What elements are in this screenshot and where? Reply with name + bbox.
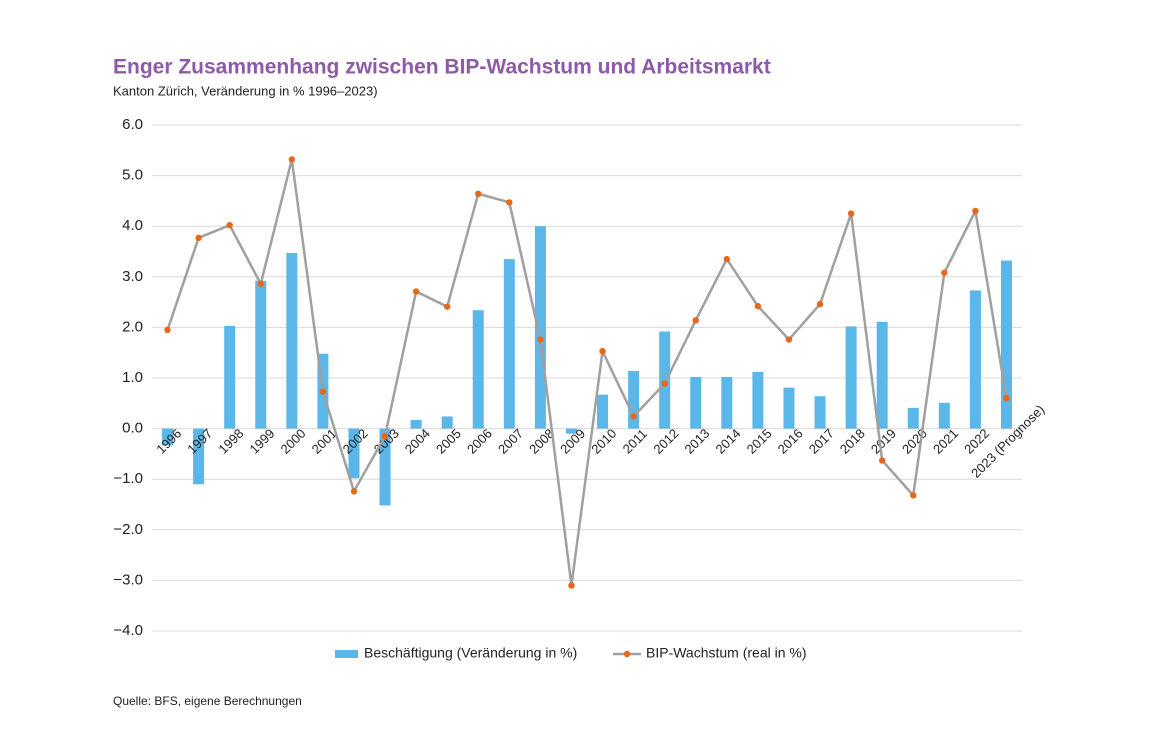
x-tick-label: 2009	[557, 426, 588, 457]
bar	[503, 259, 515, 429]
bar	[721, 376, 733, 429]
legend-label: BIP-Wachstum (real in %)	[646, 645, 807, 661]
marker	[537, 336, 544, 343]
x-tick-label: 2013	[681, 426, 712, 457]
x-tick-label: 2004	[402, 426, 433, 457]
marker	[754, 302, 762, 310]
bar	[379, 428, 391, 506]
x-tick-label: 2005	[433, 426, 464, 457]
y-tick-label: 4.0	[122, 217, 143, 234]
marker	[785, 336, 793, 343]
marker	[350, 488, 358, 495]
x-tick-label: 2011	[620, 426, 650, 456]
y-tick-label: 1.0	[122, 369, 143, 386]
bar	[441, 416, 453, 429]
bar	[410, 419, 422, 429]
marker	[878, 457, 886, 464]
x-tick-label: 2016	[775, 426, 806, 457]
x-tick-label: 2007	[495, 426, 526, 457]
marker	[941, 269, 948, 276]
y-tick-label: 6.0	[122, 116, 143, 133]
marker	[599, 347, 606, 355]
marker	[910, 492, 917, 499]
marker	[288, 156, 296, 163]
y-tick-label: −3.0	[113, 571, 143, 588]
bar	[907, 407, 919, 429]
bar	[597, 394, 609, 429]
marker	[723, 255, 731, 263]
bar	[938, 402, 950, 429]
y-tick-label: 5.0	[122, 167, 143, 184]
bar	[814, 396, 826, 429]
x-tick-label: 2000	[278, 426, 309, 457]
y-tick-label: 3.0	[122, 268, 143, 285]
y-tick-label: 0.0	[122, 420, 143, 437]
marker	[506, 199, 513, 206]
x-tick-label: 2014	[713, 426, 744, 457]
y-tick-label: −2.0	[113, 521, 143, 538]
x-tick-label: 2012	[650, 426, 681, 457]
x-tick-label: 2020	[899, 426, 930, 457]
marker	[661, 380, 668, 387]
bar	[162, 428, 174, 446]
bar	[348, 428, 360, 479]
source-note: Quelle: BFS, eigene Berechnungen	[113, 694, 302, 708]
bar	[752, 371, 764, 429]
y-tick-label: 2.0	[122, 318, 143, 335]
marker	[164, 326, 171, 334]
marker	[568, 582, 575, 589]
marker	[226, 221, 233, 229]
legend-swatch	[623, 650, 631, 658]
bar	[690, 376, 702, 429]
x-tick-label: 2021	[930, 426, 961, 457]
chart-title: Enger Zusammenhang zwischen BIP-Wachstum…	[113, 56, 771, 79]
y-tick-label: −1.0	[113, 470, 143, 487]
x-tick-label: 2015	[744, 426, 775, 457]
legend-label: Beschäftigung (Veränderung in %)	[364, 645, 577, 661]
bar	[255, 280, 267, 429]
bar	[659, 331, 671, 429]
bar	[565, 428, 577, 434]
bar	[969, 290, 981, 429]
marker	[847, 210, 855, 217]
marker	[195, 234, 202, 242]
bar	[876, 321, 888, 429]
x-tick-label: 1999	[246, 426, 277, 457]
x-tick-label: 2006	[464, 426, 495, 457]
marker	[692, 317, 699, 324]
marker	[475, 190, 482, 198]
x-tick-label: 1996	[153, 426, 184, 457]
marker	[972, 207, 979, 215]
bar	[472, 310, 484, 429]
marker	[443, 303, 451, 310]
bar	[224, 325, 236, 429]
marker	[630, 413, 637, 420]
y-tick-label: −4.0	[113, 622, 143, 639]
marker	[381, 432, 389, 440]
x-tick-label: 1998	[215, 426, 246, 457]
bar	[193, 428, 205, 485]
x-tick-label: 2018	[837, 426, 868, 457]
x-tick-label: 2019	[868, 426, 899, 457]
bar	[534, 226, 546, 429]
marker	[257, 280, 264, 288]
x-tick-label: 2017	[806, 426, 837, 457]
marker	[412, 288, 420, 295]
bar	[286, 253, 298, 429]
marker	[319, 388, 327, 395]
line	[166, 159, 1008, 586]
bar	[783, 387, 795, 429]
marker	[1003, 395, 1010, 402]
bar	[628, 370, 640, 429]
chart-subtitle: Kanton Zürich, Veränderung in % 1996–202…	[113, 83, 378, 98]
bar	[1000, 260, 1012, 429]
bar	[845, 326, 857, 429]
legend-swatch	[335, 650, 358, 658]
marker	[816, 300, 824, 308]
